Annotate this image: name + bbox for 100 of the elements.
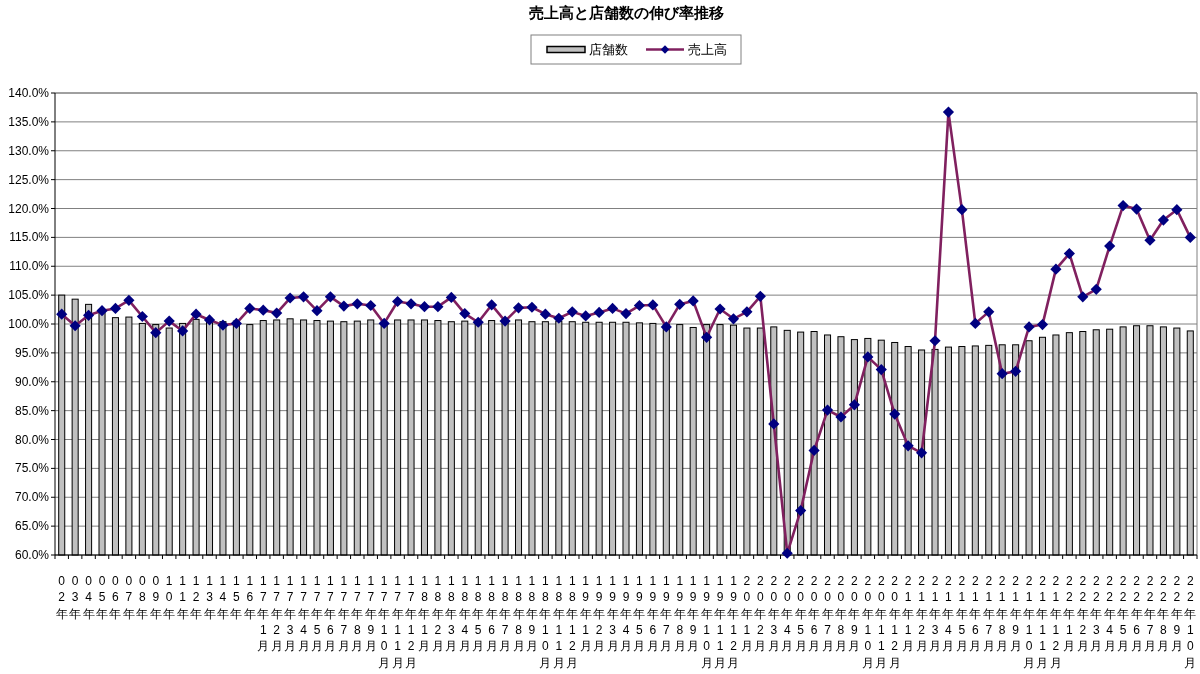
x-tick-label: 18年5月: [472, 574, 485, 654]
x-tick-label: 22年9月: [1170, 574, 1183, 654]
x-tick-label: 07年: [122, 574, 135, 621]
y-tick-label: 115.0%: [9, 230, 50, 245]
x-tick-label: 17年7月: [337, 574, 350, 654]
x-tick-label: 06年: [109, 574, 122, 621]
x-tick-label: 22年8月: [1157, 574, 1170, 654]
x-tick-label: 21年3月: [929, 574, 942, 654]
x-tick-label: 17年12月: [405, 574, 418, 670]
x-tick-label: 19年12月: [727, 574, 740, 670]
x-tick-label: 16年: [243, 574, 256, 621]
x-tick-label: 18年10月: [539, 574, 552, 670]
x-tick-label: 19年11月: [714, 574, 727, 670]
x-tick-label: 19年5月: [633, 574, 646, 654]
x-tick-label: 17年4月: [297, 574, 310, 654]
x-tick-label: 19年8月: [673, 574, 686, 654]
y-tick-label: 65.0%: [14, 519, 50, 534]
x-tick-label: 18年9月: [525, 574, 538, 654]
x-tick-label: 20年8月: [834, 574, 847, 654]
x-tick-label: 22年7月: [1143, 574, 1156, 654]
x-tick-label: 22年1月: [1063, 574, 1076, 654]
x-tick-label: 13年: [203, 574, 216, 621]
x-tick-label: 19年7月: [660, 574, 673, 654]
x-tick-label: 21年4月: [942, 574, 955, 654]
x-tick-label: 14年: [216, 574, 229, 621]
x-tick-label: 02年: [55, 574, 68, 621]
x-tick-label: 17年5月: [310, 574, 323, 654]
x-tick-label: 17年9月: [364, 574, 377, 654]
x-tick-label: 04年: [82, 574, 95, 621]
x-tick-label: 18年3月: [445, 574, 458, 654]
x-tick-label: 18年1月: [418, 574, 431, 654]
legend-label: 店舗数: [589, 42, 628, 57]
x-tick-label: 20年12月: [888, 574, 901, 670]
y-tick-label: 95.0%: [14, 345, 50, 360]
x-tick-label: 22年3月: [1090, 574, 1103, 654]
y-tick-label: 70.0%: [14, 490, 50, 505]
legend-label: 売上高: [688, 42, 727, 57]
x-tick-label: 20年5月: [794, 574, 807, 654]
y-tick-label: 60.0%: [14, 548, 50, 562]
y-tick-label: 135.0%: [8, 114, 50, 129]
x-tick-label: 18年12月: [566, 574, 579, 670]
x-tick-label: 20年7月: [821, 574, 834, 654]
x-tick-label: 10年: [163, 574, 176, 621]
x-tick-label: 03年: [69, 574, 82, 621]
x-tick-label: 15年: [230, 574, 243, 621]
x-tick-label: 21年8月: [996, 574, 1009, 654]
x-tick-label: 18年7月: [499, 574, 512, 654]
x-tick-label: 09年: [149, 574, 162, 621]
x-tick-label: 17年11月: [391, 574, 404, 670]
x-tick-label: 21年7月: [982, 574, 995, 654]
x-tick-label: 21年10月: [1023, 574, 1036, 670]
x-tick-label: 11年: [176, 574, 189, 621]
x-tick-label: 17年6月: [324, 574, 337, 654]
x-tick-label: 18年4月: [458, 574, 471, 654]
x-tick-label: 21年12月: [1049, 574, 1062, 670]
x-tick-label: 18年6月: [485, 574, 498, 654]
x-tick-label: 20年4月: [781, 574, 794, 654]
x-tick-label: 21年6月: [969, 574, 982, 654]
x-tick-label: 17年1月: [257, 574, 270, 654]
x-tick-label: 18年11月: [552, 574, 565, 670]
x-tick-label: 22年10月: [1184, 574, 1197, 670]
x-tick-label: 20年3月: [767, 574, 780, 654]
y-tick-label: 85.0%: [14, 403, 50, 418]
y-tick-label: 130.0%: [8, 143, 50, 158]
x-tick-label: 17年10月: [378, 574, 391, 670]
y-tick-label: 100.0%: [8, 317, 50, 331]
x-tick-label: 21年11月: [1036, 574, 1049, 670]
x-tick-label: 19年2月: [593, 574, 606, 654]
x-tick-label: 22年6月: [1130, 574, 1143, 654]
y-tick-label: 75.0%: [14, 461, 50, 476]
x-tick-label: 17年2月: [270, 574, 283, 654]
x-tick-label: 21年5月: [955, 574, 968, 654]
x-tick-label: 19年4月: [620, 574, 632, 654]
x-tick-label: 19年10月: [700, 574, 713, 670]
x-tick-label: 19年1月: [579, 574, 592, 654]
x-tick-label: 19年3月: [606, 574, 619, 654]
y-tick-label: 140.0%: [8, 86, 50, 100]
y-tick-label: 110.0%: [9, 259, 50, 274]
x-tick-label: 17年3月: [284, 574, 297, 654]
x-tick-label: 08年: [136, 574, 149, 621]
y-tick-label: 105.0%: [8, 288, 50, 303]
x-tick-label: 12年: [190, 574, 203, 621]
y-tick-label: 120.0%: [8, 201, 50, 216]
x-tick-label: 20年10月: [861, 574, 874, 670]
x-tick-label: 19年6月: [646, 574, 659, 654]
x-tick-label: 17年8月: [351, 574, 364, 654]
x-tick-label: 05年: [96, 574, 109, 621]
y-tick-label: 125.0%: [8, 172, 50, 187]
x-tick-label: 22年4月: [1103, 574, 1116, 654]
x-tick-label: 21年1月: [902, 574, 915, 654]
x-tick-label: 18年8月: [512, 574, 525, 654]
chart-title: 売上高と店舗数の伸び率推移: [528, 4, 724, 21]
x-tick-label: 20年11月: [875, 574, 888, 670]
x-tick-label: 20年1月: [740, 574, 753, 654]
y-tick-label: 90.0%: [14, 374, 50, 389]
x-tick-label: 20年9月: [848, 574, 861, 654]
x-tick-label: 22年5月: [1117, 574, 1130, 654]
x-tick-label: 21年9月: [1009, 574, 1022, 654]
x-tick-label: 20年6月: [808, 574, 821, 654]
x-tick-label: 18年2月: [431, 574, 444, 654]
